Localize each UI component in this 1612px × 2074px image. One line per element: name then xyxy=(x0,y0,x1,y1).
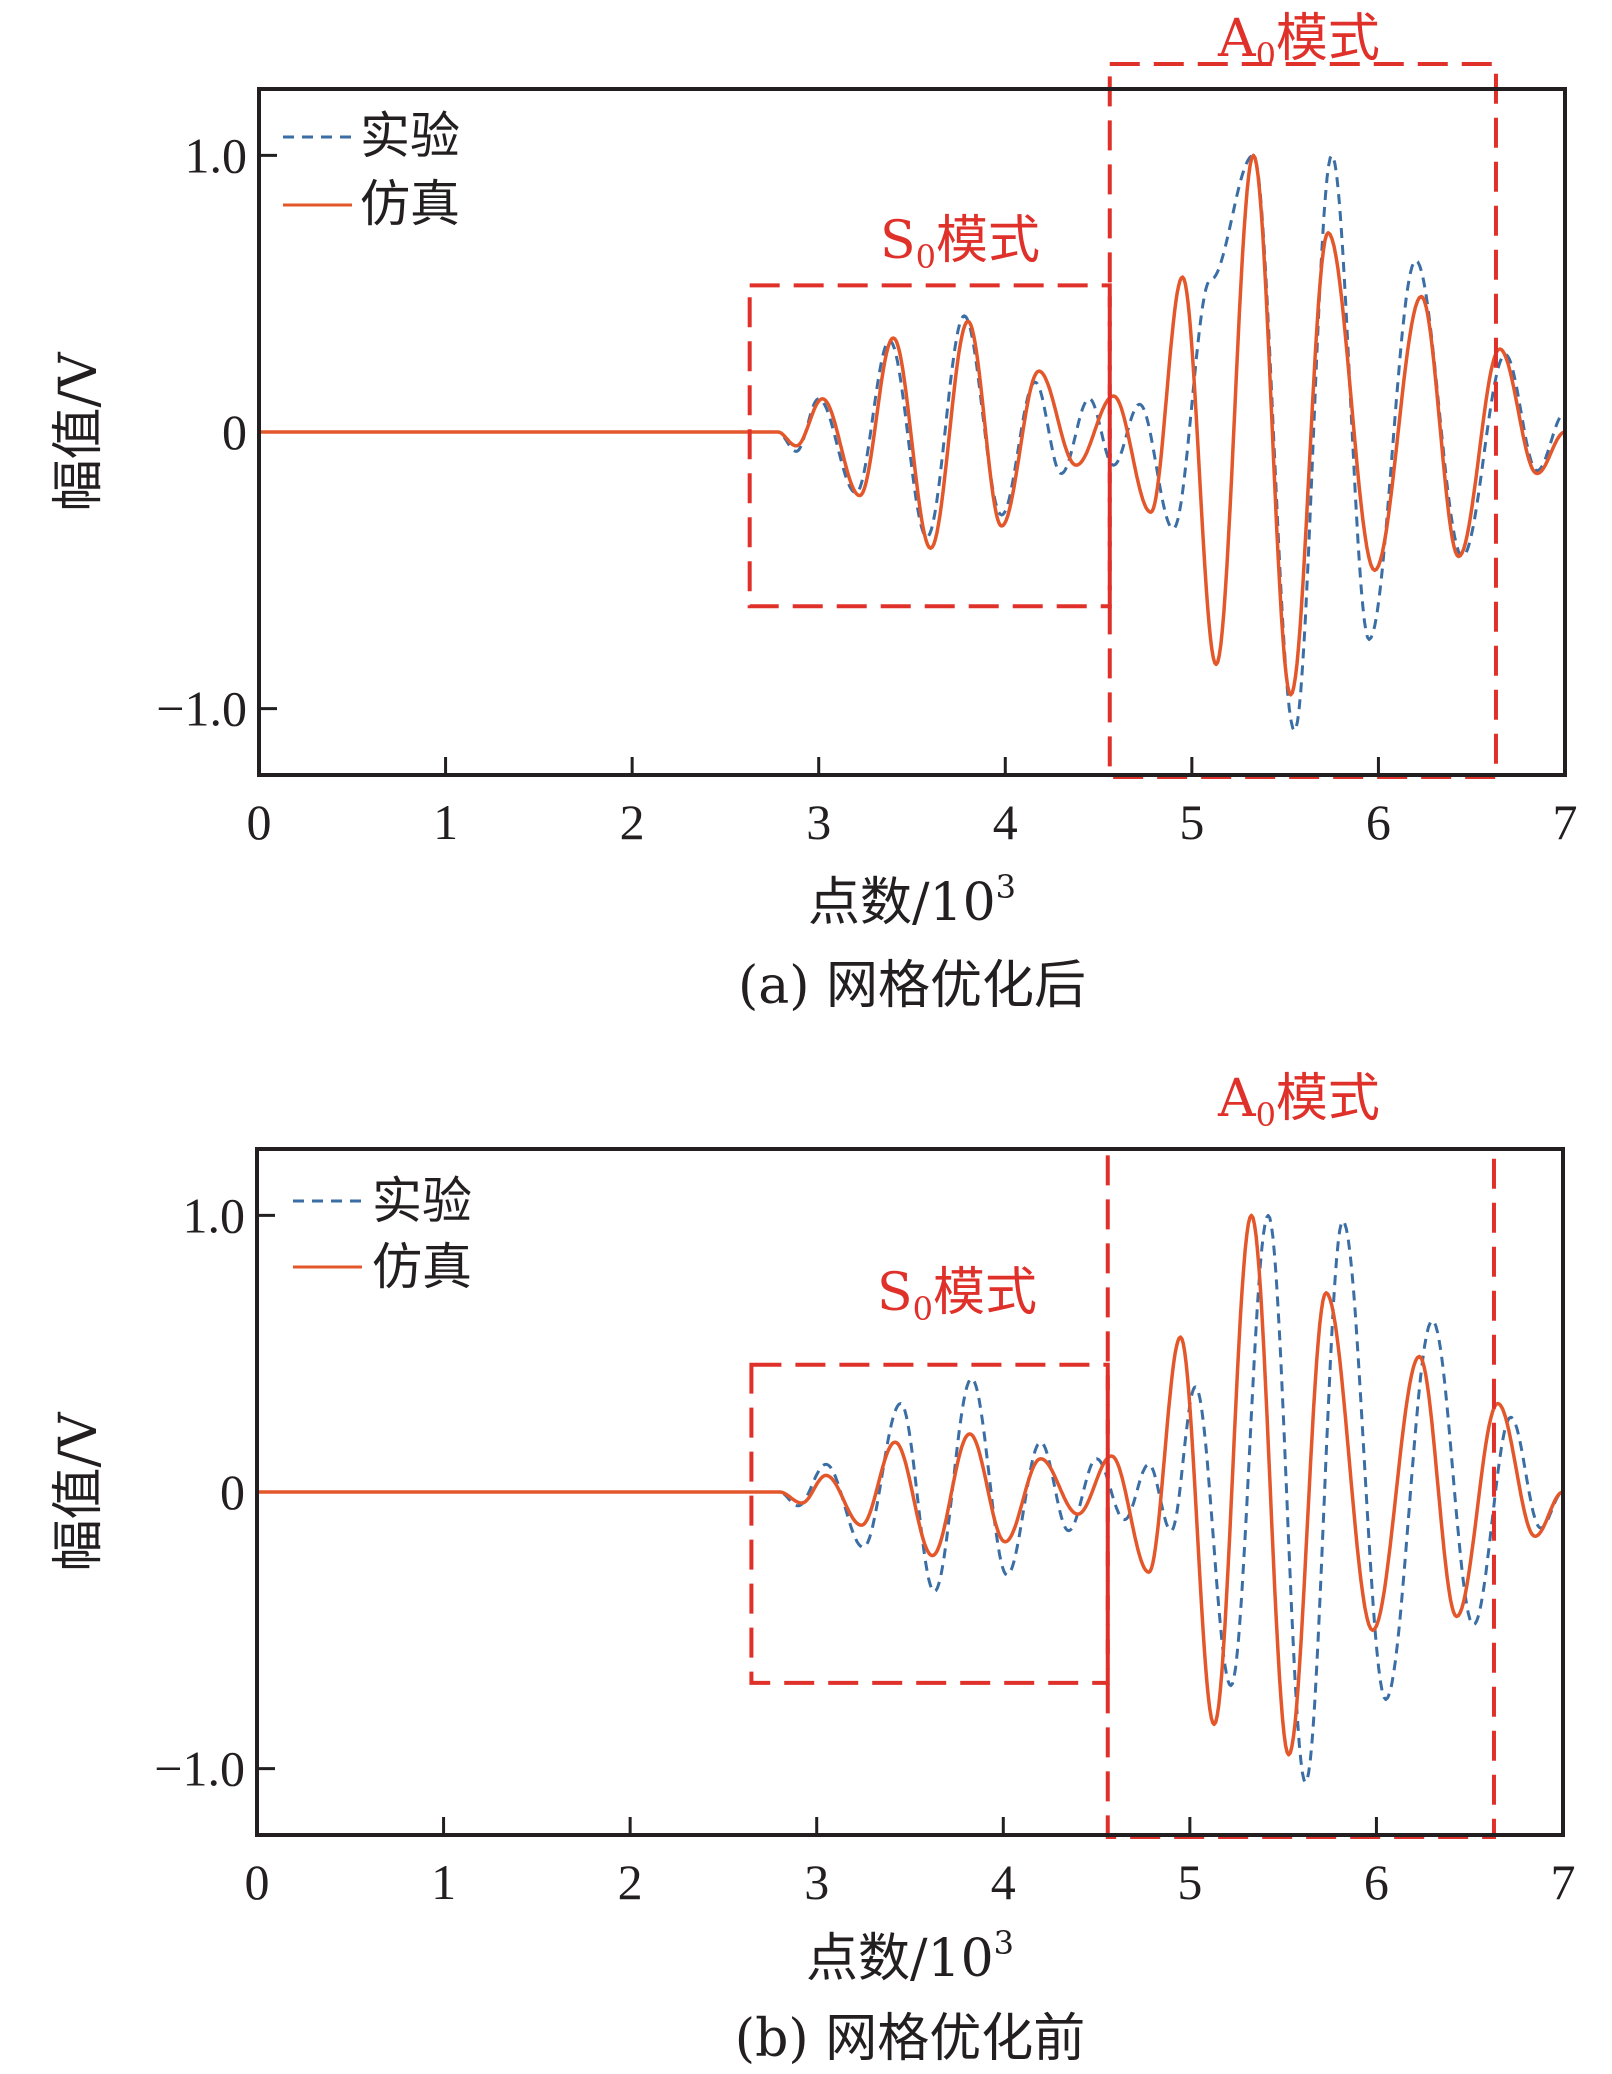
y-tick-label: −1.0 xyxy=(156,681,247,737)
series-layer xyxy=(257,1213,1563,1784)
x-tick-label: 2 xyxy=(618,1854,643,1910)
a0-mode-suffix: 模式 xyxy=(1276,1069,1380,1129)
x-tick-label: 0 xyxy=(247,794,272,850)
x-tick-label: 1 xyxy=(433,794,458,850)
s0-mode-box xyxy=(749,1362,1110,1685)
x-tick-label: 1 xyxy=(431,1854,456,1910)
y-tick-label: 0 xyxy=(222,404,247,460)
y-ticks: 1.0 0 −1.0 xyxy=(156,127,277,737)
s0-mode-label: S0模式 xyxy=(877,1263,1037,1328)
x-ticks: 0 1 2 3 4 5 6 7 xyxy=(245,1817,1576,1910)
x-axis-label: 点数/103 xyxy=(806,1924,1014,1989)
a0-mode-subscript: 0 xyxy=(1256,36,1276,74)
legend-label-experiment: 实验 xyxy=(372,1172,472,1230)
legend: 实验 仿真 xyxy=(293,1172,472,1296)
y-tick-label: −1.0 xyxy=(154,1741,245,1797)
plot-frame xyxy=(257,87,1567,777)
series-line-simulation xyxy=(259,153,1565,697)
x-ticks: 0 1 2 3 4 5 6 7 xyxy=(247,757,1578,850)
s0-mode-letter: S xyxy=(880,211,916,271)
legend: 实验 仿真 xyxy=(283,107,460,233)
series-line-simulation xyxy=(257,1213,1563,1757)
figure-caption-b: (b) 网格优化前 xyxy=(735,2009,1085,2069)
legend-label-simulation: 仿真 xyxy=(372,1238,472,1296)
a0-mode-suffix: 模式 xyxy=(1276,9,1380,69)
y-axis-label: 幅值/V xyxy=(49,351,109,512)
a0-mode-letter: A xyxy=(1217,9,1257,69)
x-axis-label: 点数/103 xyxy=(808,868,1016,933)
y-ticks: 1.0 0 −1.0 xyxy=(154,1187,275,1797)
series-line-experiment xyxy=(259,153,1565,733)
x-tick-label: 3 xyxy=(806,794,831,850)
s0-mode-suffix: 模式 xyxy=(933,1263,1037,1323)
x-tick-label: 0 xyxy=(245,1854,270,1910)
x-axis-label-text: 点数/10 xyxy=(808,873,996,933)
s0-mode-label: S0模式 xyxy=(880,211,1040,276)
s0-mode-subscript: 0 xyxy=(916,238,936,276)
legend-label-simulation: 仿真 xyxy=(360,175,460,233)
x-tick-label: 7 xyxy=(1551,1854,1576,1910)
s0-mode-subscript: 0 xyxy=(913,1290,933,1328)
a0-mode-box xyxy=(1105,1147,1496,1839)
x-tick-label: 5 xyxy=(1179,794,1204,850)
x-axis-label-sup: 3 xyxy=(994,1924,1014,1962)
x-tick-label: 3 xyxy=(804,1854,829,1910)
x-axis-label-text: 点数/10 xyxy=(806,1929,994,1989)
x-tick-label: 4 xyxy=(991,1854,1016,1910)
y-tick-label: 1.0 xyxy=(185,127,248,183)
s0-mode-suffix: 模式 xyxy=(936,211,1040,271)
x-tick-label: 7 xyxy=(1553,794,1578,850)
y-tick-label: 0 xyxy=(220,1464,245,1520)
s0-mode-box xyxy=(747,283,1112,609)
annotation-layer xyxy=(749,1147,1496,1839)
y-axis-label: 幅值/V xyxy=(49,1411,109,1572)
x-tick-label: 6 xyxy=(1366,794,1391,850)
y-tick-label: 1.0 xyxy=(183,1187,246,1243)
x-tick-label: 6 xyxy=(1364,1854,1389,1910)
x-tick-label: 4 xyxy=(993,794,1018,850)
a0-mode-subscript: 0 xyxy=(1256,1096,1276,1134)
series-line-experiment xyxy=(257,1213,1563,1784)
series-layer xyxy=(259,153,1565,733)
x-tick-label: 5 xyxy=(1177,1854,1202,1910)
a0-mode-letter: A xyxy=(1217,1069,1257,1129)
annotation-layer xyxy=(747,62,1498,779)
a0-mode-label: A0模式 xyxy=(1217,9,1380,74)
figure-caption-a: (a) 网格优化后 xyxy=(738,956,1086,1016)
x-tick-label: 2 xyxy=(620,794,645,850)
a0-mode-label: A0模式 xyxy=(1217,1069,1380,1134)
x-axis-label-sup: 3 xyxy=(996,868,1016,906)
legend-label-experiment: 实验 xyxy=(360,107,460,165)
s0-mode-letter: S xyxy=(877,1263,913,1323)
plot-frame xyxy=(255,1147,1565,1837)
